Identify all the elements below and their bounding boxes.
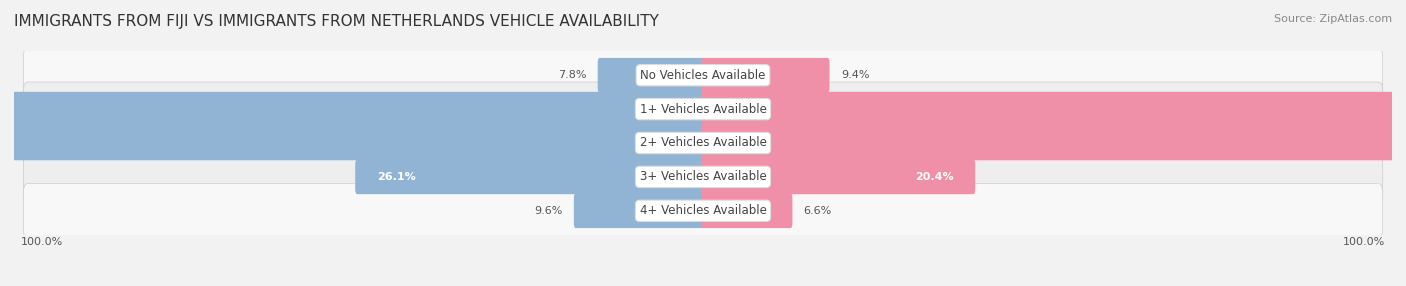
Text: 1+ Vehicles Available: 1+ Vehicles Available (640, 103, 766, 116)
Text: 9.6%: 9.6% (534, 206, 562, 216)
Text: 20.4%: 20.4% (915, 172, 953, 182)
Text: 2+ Vehicles Available: 2+ Vehicles Available (640, 136, 766, 150)
FancyBboxPatch shape (702, 194, 793, 228)
FancyBboxPatch shape (24, 184, 1382, 238)
Text: 7.8%: 7.8% (558, 70, 586, 80)
Text: 9.4%: 9.4% (841, 70, 869, 80)
Text: Source: ZipAtlas.com: Source: ZipAtlas.com (1274, 14, 1392, 24)
FancyBboxPatch shape (702, 126, 1406, 160)
Text: IMMIGRANTS FROM FIJI VS IMMIGRANTS FROM NETHERLANDS VEHICLE AVAILABILITY: IMMIGRANTS FROM FIJI VS IMMIGRANTS FROM … (14, 14, 659, 29)
FancyBboxPatch shape (702, 92, 1406, 126)
Text: 26.1%: 26.1% (377, 172, 416, 182)
FancyBboxPatch shape (356, 160, 704, 194)
Text: 100.0%: 100.0% (1343, 237, 1385, 247)
Text: 3+ Vehicles Available: 3+ Vehicles Available (640, 170, 766, 183)
FancyBboxPatch shape (24, 116, 1382, 170)
Text: No Vehicles Available: No Vehicles Available (640, 69, 766, 82)
FancyBboxPatch shape (702, 160, 976, 194)
FancyBboxPatch shape (702, 58, 830, 92)
FancyBboxPatch shape (24, 150, 1382, 204)
FancyBboxPatch shape (24, 82, 1382, 136)
Text: 100.0%: 100.0% (21, 237, 63, 247)
FancyBboxPatch shape (574, 194, 704, 228)
FancyBboxPatch shape (598, 58, 704, 92)
FancyBboxPatch shape (0, 126, 704, 160)
Text: 4+ Vehicles Available: 4+ Vehicles Available (640, 204, 766, 217)
Text: 6.6%: 6.6% (804, 206, 832, 216)
FancyBboxPatch shape (0, 92, 704, 126)
FancyBboxPatch shape (24, 48, 1382, 102)
